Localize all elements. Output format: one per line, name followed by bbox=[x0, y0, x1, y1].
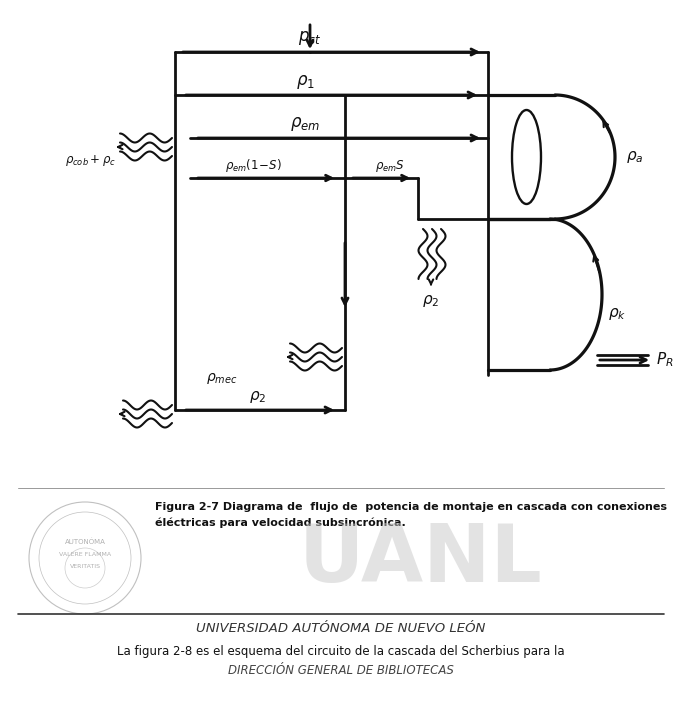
Text: La figura 2-8 es el esquema del circuito de la cascada del Scherbius para la: La figura 2-8 es el esquema del circuito… bbox=[117, 645, 565, 659]
Text: $\rho_2$: $\rho_2$ bbox=[422, 293, 440, 309]
Ellipse shape bbox=[512, 110, 541, 204]
Text: éléctricas para velocidad subsincrónica.: éléctricas para velocidad subsincrónica. bbox=[155, 518, 406, 529]
Text: DIRECCIÓN GENERAL DE BIBLIOTECAS: DIRECCIÓN GENERAL DE BIBLIOTECAS bbox=[228, 664, 454, 676]
Text: AUTONÓMA: AUTONÓMA bbox=[65, 539, 106, 545]
Text: Figura 2-7 Diagrama de  flujo de  potencia de montaje en cascada con conexiones: Figura 2-7 Diagrama de flujo de potencia… bbox=[155, 502, 667, 512]
Text: VALERE FLAMMA: VALERE FLAMMA bbox=[59, 553, 111, 558]
Text: $\rho_{mec}$: $\rho_{mec}$ bbox=[206, 371, 238, 385]
Text: $\rho_{em}(1\!-\!S)$: $\rho_{em}(1\!-\!S)$ bbox=[224, 157, 281, 174]
Text: $\rho_k$: $\rho_k$ bbox=[608, 306, 626, 323]
Text: $\rho_a$: $\rho_a$ bbox=[626, 149, 644, 165]
Text: $\rho_{em}$: $\rho_{em}$ bbox=[290, 115, 320, 133]
Text: UANL: UANL bbox=[298, 521, 542, 599]
Text: $p_{st}$: $p_{st}$ bbox=[298, 29, 322, 47]
Text: $\rho_1$: $\rho_1$ bbox=[295, 73, 314, 91]
Text: $P_R$: $P_R$ bbox=[656, 351, 674, 369]
Text: UNIVERSIDAD AUTÓNOMA DE NUEVO LEÓN: UNIVERSIDAD AUTÓNOMA DE NUEVO LEÓN bbox=[196, 621, 486, 635]
Text: VERITATIS: VERITATIS bbox=[70, 565, 100, 570]
Text: $\rho_2$: $\rho_2$ bbox=[250, 389, 267, 405]
Text: $\rho_{em}S$: $\rho_{em}S$ bbox=[375, 158, 405, 174]
Text: $\rho_{cob}+\rho_c$: $\rho_{cob}+\rho_c$ bbox=[65, 152, 115, 167]
